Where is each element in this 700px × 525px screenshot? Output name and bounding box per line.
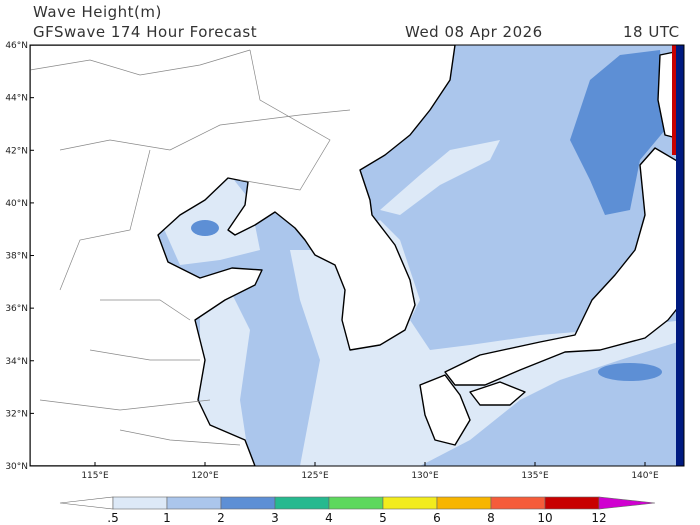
subtitle: GFSwave 174 Hour Forecast	[33, 23, 257, 41]
lon-label: 140°E	[631, 471, 659, 481]
colorbar-segment	[112, 496, 168, 510]
colorbar-segment	[274, 496, 330, 510]
colorbar-label: .5	[107, 511, 118, 525]
lat-label: 42°N	[5, 146, 28, 156]
mainland	[30, 45, 456, 466]
rough-zone	[570, 50, 665, 215]
colorbar-triangle	[59, 496, 114, 510]
colorbar-label: 10	[537, 511, 552, 525]
colorbar-segment	[220, 496, 276, 510]
lat-label: 34°N	[5, 357, 28, 367]
graticule-ticks: 30°N 32°N 34°N 36°N 38°N 40°N 42°N 44°N 46°N 115°…	[5, 41, 659, 481]
colorbar-segment	[490, 496, 546, 510]
lon-label: 130°E	[411, 471, 439, 481]
lon-label: 125°E	[301, 471, 329, 481]
rough-zone	[598, 363, 662, 381]
colorbar-segment	[166, 496, 222, 510]
colorbar-label: 4	[325, 511, 333, 525]
lat-label: 36°N	[5, 304, 28, 314]
japan-honshu	[444, 147, 684, 386]
colorbar-label: 5	[379, 511, 387, 525]
colorbar-label: 12	[591, 511, 606, 525]
edge-band	[676, 45, 684, 466]
colorbar-label: 3	[271, 511, 279, 525]
lat-label: 46°N	[5, 41, 28, 51]
colorbar-segment	[544, 496, 600, 510]
map	[30, 45, 684, 466]
colorbar-triangle	[598, 496, 656, 510]
edge-band	[672, 45, 676, 155]
lon-label: 120°E	[191, 471, 219, 481]
colorbar-label: 6	[433, 511, 441, 525]
japan-kyushu	[419, 374, 471, 446]
lon-label: 115°E	[81, 471, 109, 481]
admin-borders	[30, 49, 351, 446]
colorbar-label: 2	[217, 511, 225, 525]
colorbar-segment	[382, 496, 438, 510]
lat-label: 44°N	[5, 94, 28, 104]
lat-label: 38°N	[5, 252, 28, 262]
lat-label: 30°N	[5, 462, 28, 472]
japan-shikoku	[469, 381, 526, 406]
colorbar-segment	[328, 496, 384, 510]
colorbar: .5 1 2 3 4 5 6 8 10 12	[59, 496, 656, 525]
time: 18 UTC	[623, 23, 680, 41]
date: Wed 08 Apr 2026	[405, 23, 543, 41]
lon-label: 135°E	[521, 471, 549, 481]
colorbar-label: 1	[163, 511, 171, 525]
colorbar-segment	[436, 496, 492, 510]
lat-label: 32°N	[5, 409, 28, 419]
lat-label: 40°N	[5, 199, 28, 209]
rough-zone	[191, 220, 219, 236]
calm-zone	[380, 140, 500, 215]
colorbar-label: 8	[487, 511, 495, 525]
calm-zone	[200, 290, 250, 466]
title: Wave Height(m)	[33, 3, 162, 21]
